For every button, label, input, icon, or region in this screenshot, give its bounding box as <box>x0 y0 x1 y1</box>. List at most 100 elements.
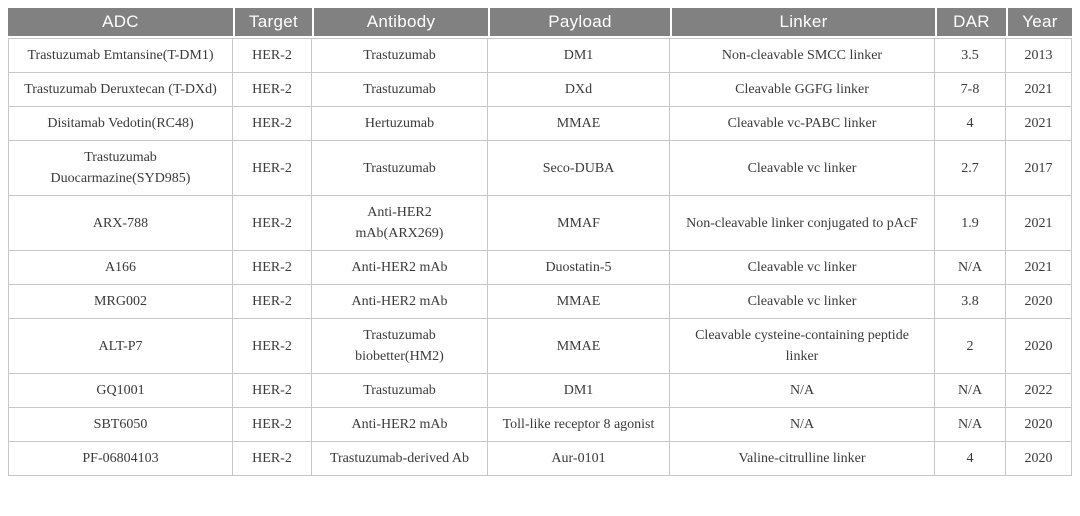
table-row: GQ1001 HER-2 Trastuzumab DM1 N/A N/A 2022 <box>8 374 1072 408</box>
cell-linker: Cleavable vc linker <box>670 251 935 285</box>
cell-payload: DM1 <box>488 374 670 408</box>
cell-year: 2013 <box>1006 38 1072 73</box>
table-body: Trastuzumab Emtansine(T-DM1) HER-2 Trastuz… <box>8 38 1072 476</box>
cell-dar: N/A <box>935 374 1006 408</box>
cell-antibody: Trastuzumab <box>312 73 488 107</box>
cell-target: HER-2 <box>233 141 312 196</box>
cell-year: 2021 <box>1006 73 1072 107</box>
cell-linker: N/A <box>670 408 935 442</box>
cell-target: HER-2 <box>233 73 312 107</box>
cell-linker: Non-cleavable linker conjugated to pAcF <box>670 196 935 251</box>
cell-year: 2017 <box>1006 141 1072 196</box>
cell-antibody: Anti-HER2 mAb <box>312 251 488 285</box>
cell-payload: Aur-0101 <box>488 442 670 476</box>
cell-adc: Disitamab Vedotin(RC48) <box>8 107 233 141</box>
cell-adc: SBT6050 <box>8 408 233 442</box>
cell-payload: Seco-DUBA <box>488 141 670 196</box>
cell-dar: 2.7 <box>935 141 1006 196</box>
cell-target: HER-2 <box>233 408 312 442</box>
cell-payload: DXd <box>488 73 670 107</box>
table-header: ADC Target Antibody Payload Linker DAR Year <box>8 8 1072 38</box>
adc-table: ADC Target Antibody Payload Linker DAR Year Tr… <box>8 8 1072 476</box>
cell-dar: 2 <box>935 319 1006 374</box>
cell-target: HER-2 <box>233 374 312 408</box>
column-header-linker: Linker <box>670 8 935 38</box>
cell-target: HER-2 <box>233 251 312 285</box>
cell-year: 2021 <box>1006 196 1072 251</box>
cell-linker: Cleavable cysteine-containing peptide li… <box>670 319 935 374</box>
cell-payload: Toll-like receptor 8 agonist <box>488 408 670 442</box>
cell-antibody: Trastuzumab-derived Ab <box>312 442 488 476</box>
cell-year: 2020 <box>1006 442 1072 476</box>
cell-linker: Non-cleavable SMCC linker <box>670 38 935 73</box>
cell-antibody: Anti-HER2 mAb <box>312 285 488 319</box>
cell-year: 2021 <box>1006 107 1072 141</box>
column-header-year: Year <box>1006 8 1072 38</box>
cell-dar: 7-8 <box>935 73 1006 107</box>
table-row: Trastuzumab Emtansine(T-DM1) HER-2 Trastuz… <box>8 38 1072 73</box>
column-header-target: Target <box>233 8 312 38</box>
cell-linker: Cleavable vc-PABC linker <box>670 107 935 141</box>
cell-adc: A166 <box>8 251 233 285</box>
cell-antibody: Anti-HER2 mAb <box>312 408 488 442</box>
cell-adc: Trastuzumab Emtansine(T-DM1) <box>8 38 233 73</box>
cell-year: 2020 <box>1006 319 1072 374</box>
cell-payload: DM1 <box>488 38 670 73</box>
table-row: MRG002 HER-2 Anti-HER2 mAb MMAE Cleavable vc… <box>8 285 1072 319</box>
cell-adc: GQ1001 <box>8 374 233 408</box>
cell-adc: ARX-788 <box>8 196 233 251</box>
cell-year: 2022 <box>1006 374 1072 408</box>
cell-payload: MMAE <box>488 107 670 141</box>
cell-dar: 3.8 <box>935 285 1006 319</box>
table-row: ARX-788 HER-2 Anti-HER2 mAb(ARX269) MMAF Non… <box>8 196 1072 251</box>
cell-dar: N/A <box>935 251 1006 285</box>
cell-adc: ALT-P7 <box>8 319 233 374</box>
cell-dar: 4 <box>935 442 1006 476</box>
cell-antibody: Trastuzumab biobetter(HM2) <box>312 319 488 374</box>
cell-target: HER-2 <box>233 319 312 374</box>
table-row: PF-06804103 HER-2 Trastuzumab-derived Ab Au… <box>8 442 1072 476</box>
table-row: ALT-P7 HER-2 Trastuzumab biobetter(HM2) MMA… <box>8 319 1072 374</box>
cell-target: HER-2 <box>233 107 312 141</box>
cell-antibody: Trastuzumab <box>312 38 488 73</box>
adc-table-container: ADC Target Antibody Payload Linker DAR Year Tr… <box>8 8 1072 476</box>
cell-dar: 3.5 <box>935 38 1006 73</box>
cell-linker: Cleavable vc linker <box>670 285 935 319</box>
table-row: SBT6050 HER-2 Anti-HER2 mAb Toll-like recep… <box>8 408 1072 442</box>
table-header-row: ADC Target Antibody Payload Linker DAR Year <box>8 8 1072 38</box>
cell-dar: 1.9 <box>935 196 1006 251</box>
cell-antibody: Hertuzumab <box>312 107 488 141</box>
cell-payload: MMAE <box>488 285 670 319</box>
cell-linker: N/A <box>670 374 935 408</box>
cell-payload: MMAE <box>488 319 670 374</box>
cell-year: 2020 <box>1006 285 1072 319</box>
column-header-adc: ADC <box>8 8 233 38</box>
table-row: A166 HER-2 Anti-HER2 mAb Duostatin-5 Cleavab… <box>8 251 1072 285</box>
cell-antibody: Trastuzumab <box>312 374 488 408</box>
cell-adc: Trastuzumab Duocarmazine(SYD985) <box>8 141 233 196</box>
cell-year: 2021 <box>1006 251 1072 285</box>
table-row: Trastuzumab Deruxtecan (T-DXd) HER-2 Trast… <box>8 73 1072 107</box>
cell-linker: Cleavable GGFG linker <box>670 73 935 107</box>
cell-payload: MMAF <box>488 196 670 251</box>
cell-dar: N/A <box>935 408 1006 442</box>
cell-antibody: Trastuzumab <box>312 141 488 196</box>
cell-adc: PF-06804103 <box>8 442 233 476</box>
table-row: Trastuzumab Duocarmazine(SYD985) HER-2 Tra… <box>8 141 1072 196</box>
column-header-payload: Payload <box>488 8 670 38</box>
cell-target: HER-2 <box>233 442 312 476</box>
cell-adc: MRG002 <box>8 285 233 319</box>
cell-target: HER-2 <box>233 38 312 73</box>
cell-adc: Trastuzumab Deruxtecan (T-DXd) <box>8 73 233 107</box>
cell-target: HER-2 <box>233 285 312 319</box>
table-row: Disitamab Vedotin(RC48) HER-2 Hertuzumab MM… <box>8 107 1072 141</box>
cell-year: 2020 <box>1006 408 1072 442</box>
cell-antibody: Anti-HER2 mAb(ARX269) <box>312 196 488 251</box>
cell-dar: 4 <box>935 107 1006 141</box>
cell-target: HER-2 <box>233 196 312 251</box>
column-header-antibody: Antibody <box>312 8 488 38</box>
column-header-dar: DAR <box>935 8 1006 38</box>
cell-linker: Valine-citrulline linker <box>670 442 935 476</box>
cell-payload: Duostatin-5 <box>488 251 670 285</box>
cell-linker: Cleavable vc linker <box>670 141 935 196</box>
